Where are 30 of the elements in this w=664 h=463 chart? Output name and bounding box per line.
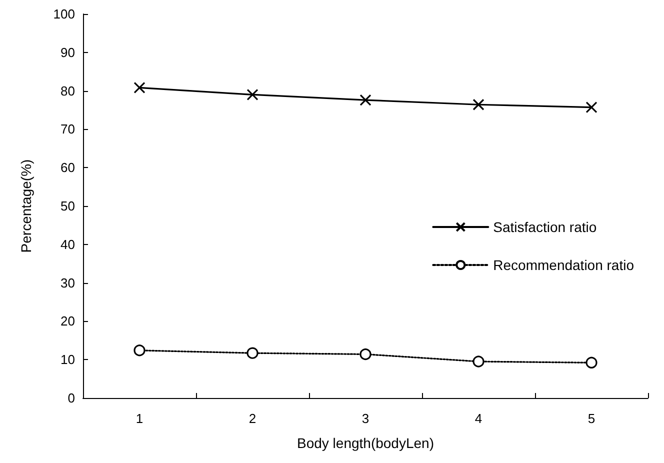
y-tick-label: 0	[68, 390, 75, 406]
point	[246, 88, 258, 100]
x-tick-label: 1	[136, 411, 144, 426]
point	[134, 82, 146, 94]
x-tick-label: 4	[474, 411, 482, 426]
point	[360, 348, 372, 360]
point	[472, 356, 484, 368]
x-tick-label: 3	[362, 411, 370, 426]
x-axis-title: Body length(bodyLen)	[297, 435, 434, 451]
point	[586, 102, 598, 114]
legend-label: Recommendation ratio	[493, 257, 634, 273]
y-tick-label: 20	[60, 314, 75, 329]
y-tick-label: 70	[60, 122, 75, 137]
point	[586, 356, 598, 368]
point	[246, 347, 258, 359]
y-tick-label: 30	[60, 275, 75, 290]
y-tick-label: 50	[60, 198, 75, 214]
point	[134, 344, 146, 356]
y-tick-label: 80	[60, 83, 75, 98]
y-tick-label: 60	[60, 160, 75, 176]
y-axis-title: Percentage(%)	[18, 159, 34, 253]
point	[472, 98, 484, 110]
x-tick-label: 2	[248, 411, 256, 426]
y-tick-label: 40	[60, 236, 75, 252]
point	[360, 94, 372, 106]
legend-label: Satisfaction ratio	[493, 219, 597, 235]
x-tick-label: 5	[588, 411, 596, 426]
y-tick-label: 90	[60, 44, 75, 60]
y-tick-label: 10	[60, 352, 75, 368]
y-tick-label: 100	[53, 6, 75, 22]
